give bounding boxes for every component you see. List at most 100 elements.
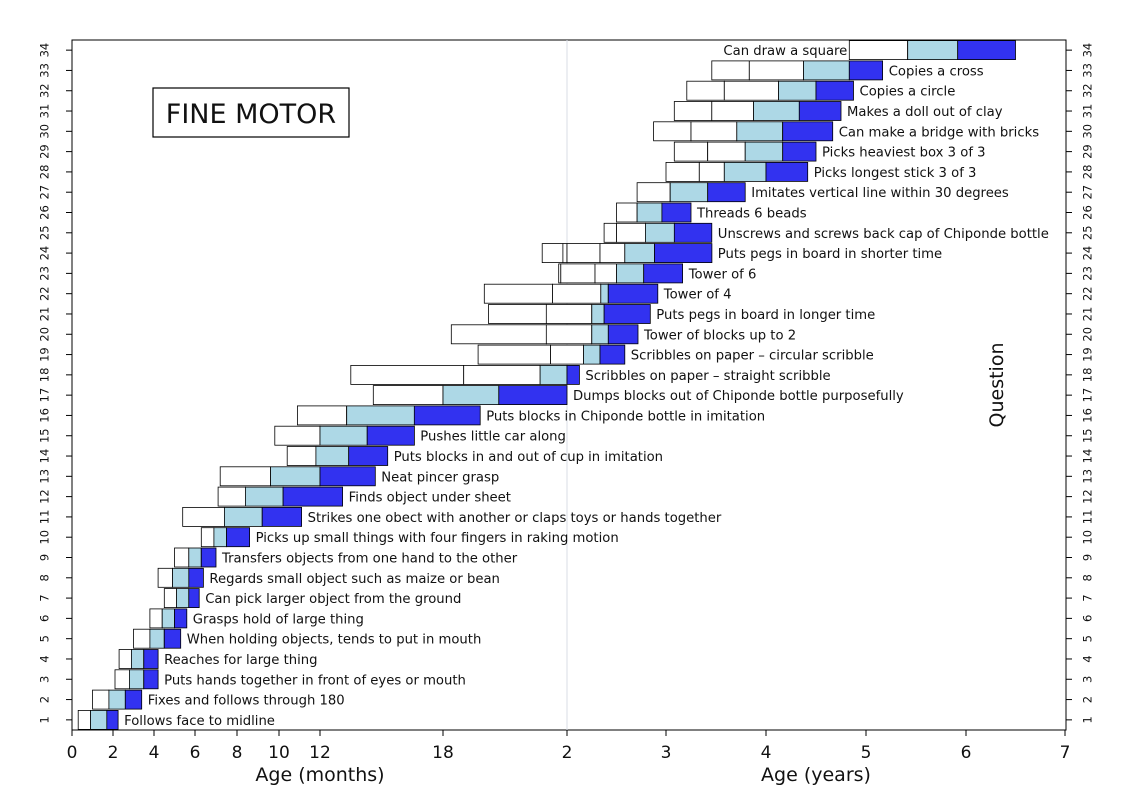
- question-5-bar-group: [133, 628, 182, 649]
- x-tick-label-10: 3: [661, 743, 672, 763]
- y-tick-label-right-19: 19: [1081, 347, 1095, 362]
- question-16-segment-2: [346, 405, 415, 426]
- axes-layer: 0 2 4 6 8 10 12 18 2 3 4 5 6 71 12 23 34 45 56 67 78 89 910 101…: [38, 43, 1095, 763]
- question-16-segment-3: [413, 405, 481, 426]
- x-tick-label-3: 4: [149, 743, 160, 763]
- x-tick-label-11: 4: [761, 743, 772, 763]
- question-23-label: Tower of 6: [688, 267, 757, 282]
- question-10-segment-1: [200, 527, 215, 548]
- question-1-bar-group: [77, 710, 119, 730]
- question-18-segment-3: [539, 364, 568, 385]
- question-16-segment-1: [296, 405, 347, 426]
- y-tick-label-left-10: 10: [38, 530, 52, 545]
- chart-title-box: FINE MOTOR: [152, 87, 350, 138]
- y-tick-label-left-22: 22: [38, 286, 52, 301]
- y-axis-title: Question: [986, 343, 1008, 428]
- x-tick-label-12: 5: [861, 743, 872, 763]
- question-25-segment-1: [603, 222, 617, 243]
- y-tick-label-left-1: 1: [38, 716, 52, 723]
- question-31-label: Makes a doll out of clay: [847, 105, 1003, 120]
- question-26-segment-1: [616, 202, 638, 223]
- y-tick-label-right-31: 31: [1081, 104, 1095, 119]
- question-28-bar-group: [665, 161, 809, 182]
- question-31-segment-3: [753, 101, 800, 121]
- y-tick-label-left-5: 5: [38, 635, 52, 642]
- question-9-segment-2: [188, 547, 202, 568]
- question-14-segment-2: [315, 446, 350, 466]
- question-34-bar-group: [848, 40, 1016, 60]
- question-25-segment-4: [673, 222, 713, 243]
- x-tick-label-4: 6: [190, 743, 201, 763]
- y-tick-label-right-18: 18: [1081, 368, 1095, 383]
- y-tick-label-right-28: 28: [1081, 165, 1095, 180]
- question-13-bar-group: [219, 466, 376, 487]
- question-33-segment-3: [803, 60, 850, 81]
- y-tick-label-right-6: 6: [1081, 615, 1095, 622]
- question-20-bar-group: [450, 324, 639, 345]
- question-21-bar-group: [488, 304, 651, 324]
- question-22-segment-4: [607, 283, 659, 304]
- question-22-bar-group: [483, 283, 659, 304]
- question-7-bar-group: [163, 588, 200, 608]
- question-22-segment-1: [483, 283, 553, 304]
- y-tick-label-left-30: 30: [38, 124, 52, 139]
- question-25-segment-2: [616, 222, 646, 243]
- question-17-segment-1: [372, 385, 444, 406]
- question-33-segment-2: [748, 60, 804, 81]
- question-15-bar-group: [274, 425, 415, 446]
- question-34-segment-2: [907, 40, 959, 60]
- question-28-segment-2: [698, 161, 725, 182]
- question-19-segment-3: [583, 344, 601, 365]
- y-tick-label-right-23: 23: [1081, 266, 1095, 281]
- question-7-segment-2: [176, 588, 190, 608]
- question-1-segment-3: [106, 710, 119, 730]
- question-28-segment-1: [665, 161, 700, 182]
- question-24-segment-6: [654, 243, 713, 264]
- question-30-segment-2: [690, 121, 738, 142]
- question-13-segment-3: [319, 466, 376, 487]
- question-30-bar-group: [653, 121, 834, 142]
- y-tick-label-left-25: 25: [38, 225, 52, 240]
- question-1-label: Follows face to midline: [124, 714, 275, 729]
- y-tick-label-right-20: 20: [1081, 327, 1095, 342]
- question-7-segment-1: [163, 588, 178, 608]
- x-tick-label-14: 7: [1060, 743, 1071, 763]
- y-tick-label-right-17: 17: [1081, 388, 1095, 403]
- y-tick-label-left-19: 19: [38, 347, 52, 362]
- question-14-bar-group: [286, 446, 389, 466]
- question-4-segment-2: [130, 649, 145, 669]
- question-19-label: Scribbles on paper – circular scribble: [631, 349, 874, 364]
- y-tick-label-left-15: 15: [38, 428, 52, 443]
- y-tick-label-right-21: 21: [1081, 307, 1095, 322]
- question-1-segment-2: [90, 710, 108, 730]
- y-tick-label-right-1: 1: [1081, 716, 1095, 723]
- question-17-bar-group: [372, 385, 568, 406]
- y-tick-label-left-23: 23: [38, 266, 52, 281]
- y-tick-label-left-34: 34: [38, 43, 52, 58]
- question-21-segment-2: [545, 304, 593, 324]
- question-12-segment-3: [282, 486, 344, 507]
- question-3-segment-3: [143, 669, 159, 690]
- y-tick-label-right-34: 34: [1081, 43, 1095, 58]
- question-24-segment-5: [624, 243, 655, 264]
- question-17-segment-3: [498, 385, 568, 406]
- y-tick-label-left-32: 32: [38, 83, 52, 98]
- question-24-segment-2: [562, 243, 568, 264]
- question-21-segment-1: [488, 304, 547, 324]
- question-14-label: Puts blocks in and out of cup in imitati…: [394, 450, 663, 465]
- question-27-segment-3: [707, 182, 746, 203]
- y-tick-label-left-9: 9: [38, 554, 52, 561]
- chart-title-frame: [152, 87, 350, 138]
- question-32-segment-1: [686, 80, 725, 101]
- y-tick-label-right-24: 24: [1081, 246, 1095, 261]
- question-19-bar-group: [477, 344, 626, 365]
- x-tick-label-8: 18: [432, 743, 454, 763]
- question-9-label: Transfers objects from one hand to the o…: [221, 552, 518, 567]
- x-tick-label-5: 8: [232, 743, 243, 763]
- y-tick-label-left-31: 31: [38, 104, 52, 119]
- y-tick-label-right-9: 9: [1081, 554, 1095, 561]
- question-4-segment-1: [118, 649, 132, 669]
- question-29-bar-group: [673, 141, 817, 162]
- question-6-bar-group: [149, 608, 188, 629]
- question-9-segment-1: [174, 547, 190, 568]
